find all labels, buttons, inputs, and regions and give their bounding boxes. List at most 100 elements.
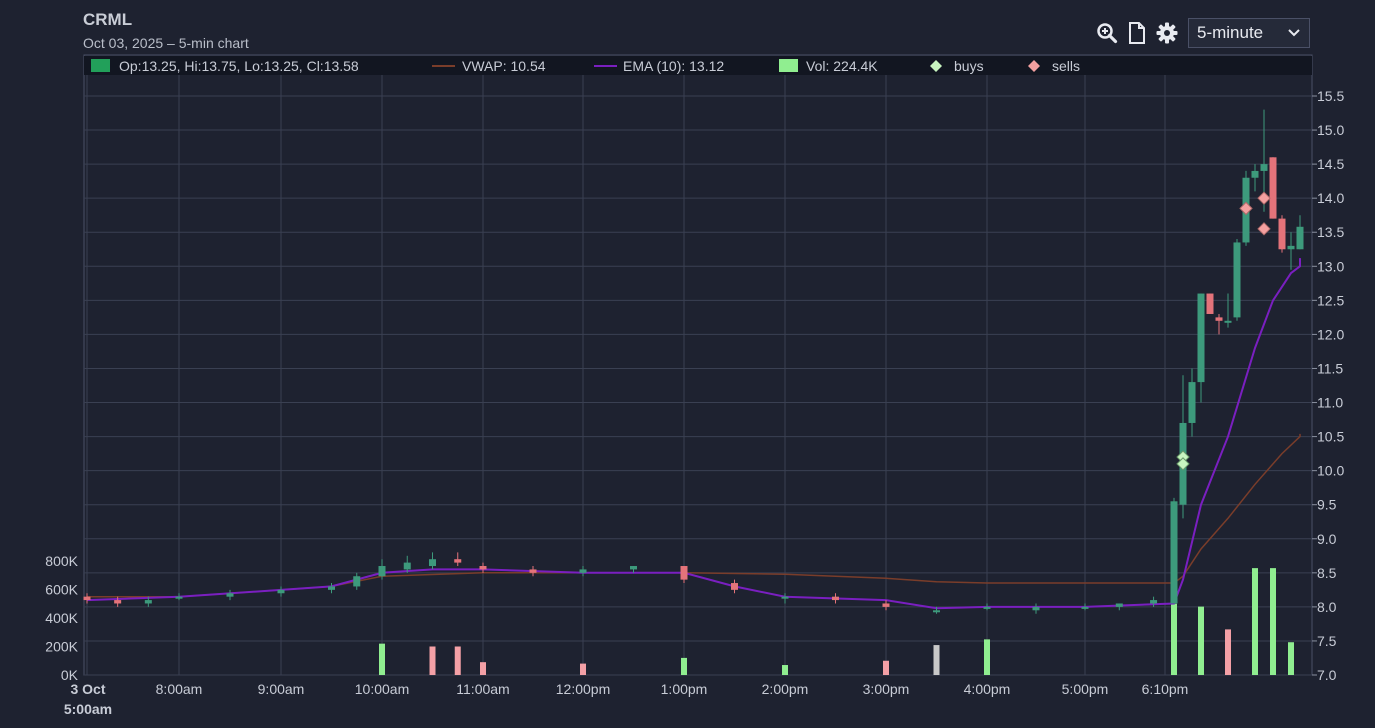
zoom-in-icon[interactable] <box>1094 20 1120 46</box>
candle-body <box>429 559 436 567</box>
volume-bar <box>480 662 486 675</box>
volume-bar <box>454 646 461 675</box>
candle-body <box>114 600 122 604</box>
candle-body <box>680 566 688 580</box>
time-tick-label: 5:00pm <box>1062 681 1109 697</box>
volume-bar <box>984 639 990 675</box>
candle-body <box>1197 293 1205 383</box>
volume-bar <box>1270 568 1276 675</box>
candle-body <box>1032 606 1040 611</box>
price-tick-label: 8.5 <box>1317 565 1337 581</box>
price-tick-label: 9.5 <box>1317 497 1337 513</box>
volume-tick-label: 400K <box>45 610 78 626</box>
candle-body <box>403 562 411 570</box>
candle-body <box>1233 242 1241 318</box>
candle-body <box>1296 226 1304 250</box>
candle-body <box>630 566 637 570</box>
price-tick-label: 12.0 <box>1317 326 1344 342</box>
volume-tick-label: 0K <box>61 667 79 683</box>
price-tick-label: 11.0 <box>1317 395 1343 411</box>
price-axis: 15.5 15.0 14.5 14.0 13.5 13.0 12.5 12.0 11.5 11.0… <box>1312 88 1344 683</box>
time-tick-label: 1:00pm <box>661 681 708 697</box>
volume-bar <box>681 657 687 675</box>
price-tick-label: 9.0 <box>1317 531 1337 547</box>
time-tick-label: 4:00pm <box>964 681 1011 697</box>
candles <box>83 109 1304 614</box>
legend-vol-swatch <box>779 59 798 72</box>
interval-select[interactable]: 5-minute <box>1188 18 1310 48</box>
legend-ohlc: Op:13.25, Hi:13.75, Lo:13.25, Cl:13.58 <box>119 58 359 74</box>
legend-sells-marker <box>1028 60 1040 72</box>
candle-body <box>579 569 587 573</box>
candle-body <box>781 596 789 599</box>
candle-body <box>1224 320 1232 323</box>
candle-body <box>832 596 839 601</box>
legend-vol: Vol: 224.4K <box>806 58 878 74</box>
price-tick-label: 12.5 <box>1317 292 1344 308</box>
time-tick-label: 5:00am <box>64 701 112 717</box>
volume-bar <box>1288 642 1294 675</box>
plot-area <box>83 54 1313 676</box>
candle-body <box>479 566 487 570</box>
volume-bar <box>1252 568 1258 675</box>
volume-bar <box>883 660 889 675</box>
candle-body <box>1260 164 1268 171</box>
candle-body <box>378 566 386 577</box>
indicator-lines <box>86 258 1301 610</box>
price-tick-label: 10.5 <box>1317 429 1344 445</box>
legend-buys-marker <box>930 60 942 72</box>
time-tick-label: 2:00pm <box>762 681 809 697</box>
sell-marker <box>1257 191 1271 205</box>
volume-tick-label: 800K <box>45 553 78 569</box>
time-tick-label: 9:00am <box>258 681 305 697</box>
sell-marker <box>1239 201 1253 216</box>
volume-bar <box>580 663 586 675</box>
time-tick-label: 12:00pm <box>556 681 610 697</box>
chart-subtitle: Oct 03, 2025 – 5-min chart <box>83 35 249 51</box>
candle-body <box>1269 157 1277 219</box>
price-tick-label: 11.5 <box>1317 360 1343 376</box>
candle-body <box>83 596 91 601</box>
price-tick-label: 13.5 <box>1317 224 1344 240</box>
candle-body <box>1150 600 1158 604</box>
price-tick-label: 10.0 <box>1317 463 1344 479</box>
candle-body <box>1206 293 1214 314</box>
candle-body <box>1215 317 1223 321</box>
document-icon[interactable] <box>1124 20 1150 46</box>
time-tick-label: 10:00am <box>355 681 409 697</box>
legend-ema: EMA (10): 13.12 <box>623 58 724 74</box>
legend-sells: sells <box>1052 58 1080 74</box>
volume-axis: 800K 600K 400K 200K 0K <box>45 553 78 683</box>
volume-bars <box>379 568 1294 675</box>
candle-body <box>529 569 537 573</box>
candle-body <box>1287 245 1295 250</box>
volume-tick-label: 600K <box>45 582 78 598</box>
volume-bar <box>1171 603 1177 675</box>
candle-body <box>1115 603 1123 607</box>
time-tick-label: 6:10pm <box>1142 681 1189 697</box>
time-tick-label: 3 Oct <box>70 681 105 697</box>
price-tick-label: 8.0 <box>1317 599 1337 615</box>
buy-marker <box>1176 457 1190 471</box>
candle-body <box>226 593 234 597</box>
chevron-down-icon <box>1288 29 1300 37</box>
candle-body <box>1278 218 1286 250</box>
gear-icon[interactable] <box>1154 20 1180 46</box>
trade-markers <box>1176 191 1271 471</box>
ema-line <box>86 258 1301 610</box>
vwap-line <box>87 433 1301 598</box>
legend-buys: buys <box>954 58 984 74</box>
time-axis: 3 Oct 5:00am 8:00am 9:00am 10:00am 11:00am 12:… <box>64 681 1188 717</box>
price-tick-label: 15.5 <box>1317 88 1344 104</box>
candle-body <box>277 589 285 594</box>
time-tick-label: 11:00am <box>456 681 509 697</box>
price-tick-label: 7.5 <box>1317 633 1337 649</box>
time-tick-label: 8:00am <box>156 681 203 697</box>
candle-body <box>328 586 335 590</box>
legend-ohlc-swatch <box>91 59 110 72</box>
interval-select-value: 5-minute <box>1197 23 1264 42</box>
chart-title: CRML <box>83 10 133 29</box>
volume-bar <box>429 646 436 675</box>
price-tick-label: 15.0 <box>1317 122 1344 138</box>
